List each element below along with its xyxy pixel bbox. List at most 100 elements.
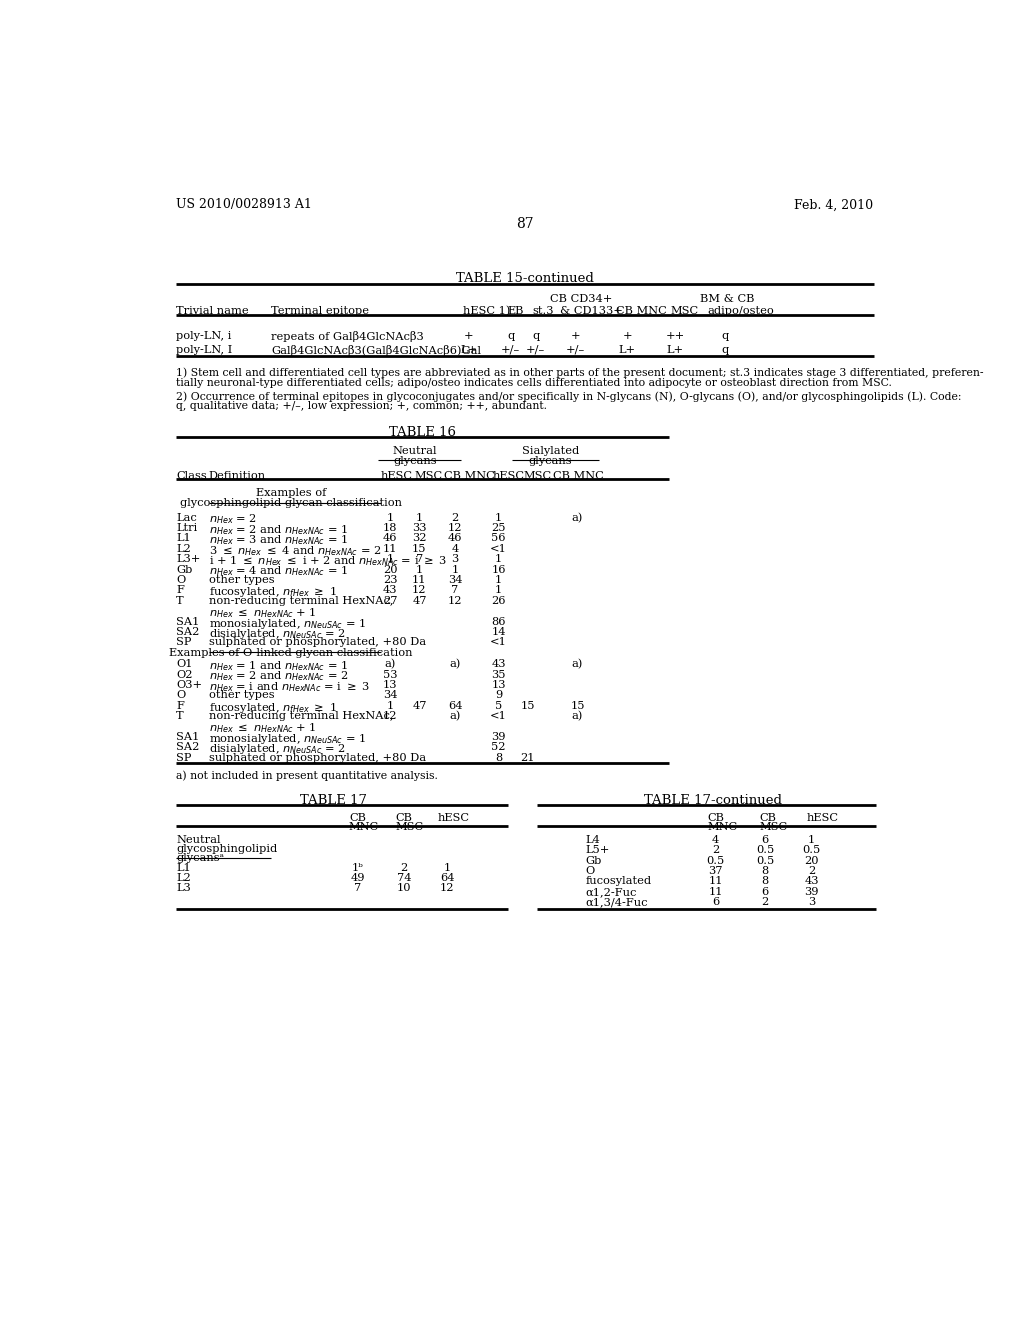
Text: 26: 26 <box>492 595 506 606</box>
Text: poly-LN, I: poly-LN, I <box>176 345 232 355</box>
Text: 0.5: 0.5 <box>707 855 725 866</box>
Text: a): a) <box>571 659 584 669</box>
Text: hESC 1): hESC 1) <box>463 306 510 317</box>
Text: 11: 11 <box>709 876 723 887</box>
Text: 2: 2 <box>400 862 408 873</box>
Text: CB: CB <box>349 813 366 822</box>
Text: 15: 15 <box>570 701 585 711</box>
Text: US 2010/0028913 A1: US 2010/0028913 A1 <box>176 198 312 211</box>
Text: Terminal epitope: Terminal epitope <box>271 306 370 317</box>
Text: TABLE 16: TABLE 16 <box>389 426 456 440</box>
Text: q: q <box>532 331 540 341</box>
Text: ++: ++ <box>666 331 685 341</box>
Text: Sialylated: Sialylated <box>522 446 579 457</box>
Text: MNC: MNC <box>708 822 738 832</box>
Text: q: q <box>721 345 728 355</box>
Text: 11: 11 <box>383 544 397 554</box>
Text: 35: 35 <box>492 669 506 680</box>
Text: 1: 1 <box>495 554 502 564</box>
Text: L3: L3 <box>176 883 190 894</box>
Text: L+: L+ <box>618 345 636 355</box>
Text: 86: 86 <box>492 616 506 627</box>
Text: 1: 1 <box>808 834 815 845</box>
Text: O: O <box>176 690 185 701</box>
Text: monosialylated, $n_{NeuSAc}$ = 1: monosialylated, $n_{NeuSAc}$ = 1 <box>209 733 366 746</box>
Text: 43: 43 <box>492 659 506 669</box>
Text: <1: <1 <box>490 544 507 554</box>
Text: other types: other types <box>209 690 274 701</box>
Text: 32: 32 <box>412 533 427 544</box>
Text: glycosphingolipid: glycosphingolipid <box>176 843 278 854</box>
Text: 1: 1 <box>416 565 423 574</box>
Text: L2: L2 <box>176 544 190 554</box>
Text: L2: L2 <box>176 873 190 883</box>
Text: 12: 12 <box>447 523 462 533</box>
Text: 23: 23 <box>383 576 397 585</box>
Text: SA1: SA1 <box>176 733 200 742</box>
Text: 39: 39 <box>492 733 506 742</box>
Text: 3 $\leq$ $n_{Hex}$ $\leq$ 4 and $n_{HexNAc}$ = 2: 3 $\leq$ $n_{Hex}$ $\leq$ 4 and $n_{HexN… <box>209 544 381 557</box>
Text: 46: 46 <box>447 533 462 544</box>
Text: 2: 2 <box>762 898 769 907</box>
Text: 16: 16 <box>492 565 506 574</box>
Text: <1: <1 <box>490 711 507 721</box>
Text: 1) Stem cell and differentiated cell types are abbreviated as in other parts of : 1) Stem cell and differentiated cell typ… <box>176 368 983 379</box>
Text: Gb: Gb <box>586 855 602 866</box>
Text: 18: 18 <box>383 523 397 533</box>
Text: α1,2-Fuc: α1,2-Fuc <box>586 887 637 896</box>
Text: TABLE 17-continued: TABLE 17-continued <box>644 795 782 807</box>
Text: 21: 21 <box>520 752 536 763</box>
Text: F: F <box>176 701 184 711</box>
Text: $n_{Hex}$ = 4 and $n_{HexNAc}$ = 1: $n_{Hex}$ = 4 and $n_{HexNAc}$ = 1 <box>209 565 347 578</box>
Text: MSC: MSC <box>523 471 551 480</box>
Text: 1ᵇ: 1ᵇ <box>351 862 364 873</box>
Text: SP: SP <box>176 752 191 763</box>
Text: O: O <box>586 866 595 876</box>
Text: O1: O1 <box>176 659 193 669</box>
Text: 64: 64 <box>447 701 462 711</box>
Text: 14: 14 <box>492 627 506 638</box>
Text: 0.5: 0.5 <box>803 845 820 855</box>
Text: +/–: +/– <box>526 345 545 355</box>
Text: 11: 11 <box>412 576 427 585</box>
Text: poly-LN, i: poly-LN, i <box>176 331 231 341</box>
Text: glycosphingolipid glycan classification: glycosphingolipid glycan classification <box>180 498 401 508</box>
Text: glycans: glycans <box>393 455 436 466</box>
Text: +: + <box>464 331 474 341</box>
Text: Gb: Gb <box>176 565 193 574</box>
Text: F: F <box>176 585 184 595</box>
Text: disialylated, $n_{NeuSAc}$ = 2: disialylated, $n_{NeuSAc}$ = 2 <box>209 627 345 642</box>
Text: <1: <1 <box>490 638 507 647</box>
Text: $n_{Hex}$ $\leq$ $n_{HexNAc}$ + 1: $n_{Hex}$ $\leq$ $n_{HexNAc}$ + 1 <box>209 606 316 620</box>
Text: sulphated or phosphorylated, +80 Da: sulphated or phosphorylated, +80 Da <box>209 638 426 647</box>
Text: non-reducing terminal HexNAc,: non-reducing terminal HexNAc, <box>209 595 393 606</box>
Text: hESC: hESC <box>381 471 413 480</box>
Text: 15: 15 <box>412 544 427 554</box>
Text: O2: O2 <box>176 669 193 680</box>
Text: +: + <box>570 331 580 341</box>
Text: 43: 43 <box>804 876 819 887</box>
Text: other types: other types <box>209 576 274 585</box>
Text: 10: 10 <box>396 883 412 894</box>
Text: O: O <box>176 576 185 585</box>
Text: 7: 7 <box>353 883 361 894</box>
Text: MSC: MSC <box>395 822 424 832</box>
Text: 33: 33 <box>412 523 427 533</box>
Text: repeats of Galβ4GlcNAcβ3: repeats of Galβ4GlcNAcβ3 <box>271 331 424 342</box>
Text: 6: 6 <box>762 834 769 845</box>
Text: & CD133+: & CD133+ <box>560 306 624 317</box>
Text: Examples of O-linked glycan classification: Examples of O-linked glycan classificati… <box>169 648 413 657</box>
Text: 20: 20 <box>383 565 397 574</box>
Text: q: q <box>721 331 728 341</box>
Text: 7: 7 <box>452 585 459 595</box>
Text: α1,3/4-Fuc: α1,3/4-Fuc <box>586 898 648 907</box>
Text: CB: CB <box>708 813 725 822</box>
Text: disialylated, $n_{NeuSAc}$ = 2: disialylated, $n_{NeuSAc}$ = 2 <box>209 742 345 756</box>
Text: O3+: O3+ <box>176 680 202 690</box>
Text: $n_{Hex}$ = 1 and $n_{HexNAc}$ = 1: $n_{Hex}$ = 1 and $n_{HexNAc}$ = 1 <box>209 659 347 673</box>
Text: +/–: +/– <box>565 345 585 355</box>
Text: CB: CB <box>395 813 413 822</box>
Text: 12: 12 <box>412 585 427 595</box>
Text: Class: Class <box>176 471 207 480</box>
Text: SP: SP <box>176 638 191 647</box>
